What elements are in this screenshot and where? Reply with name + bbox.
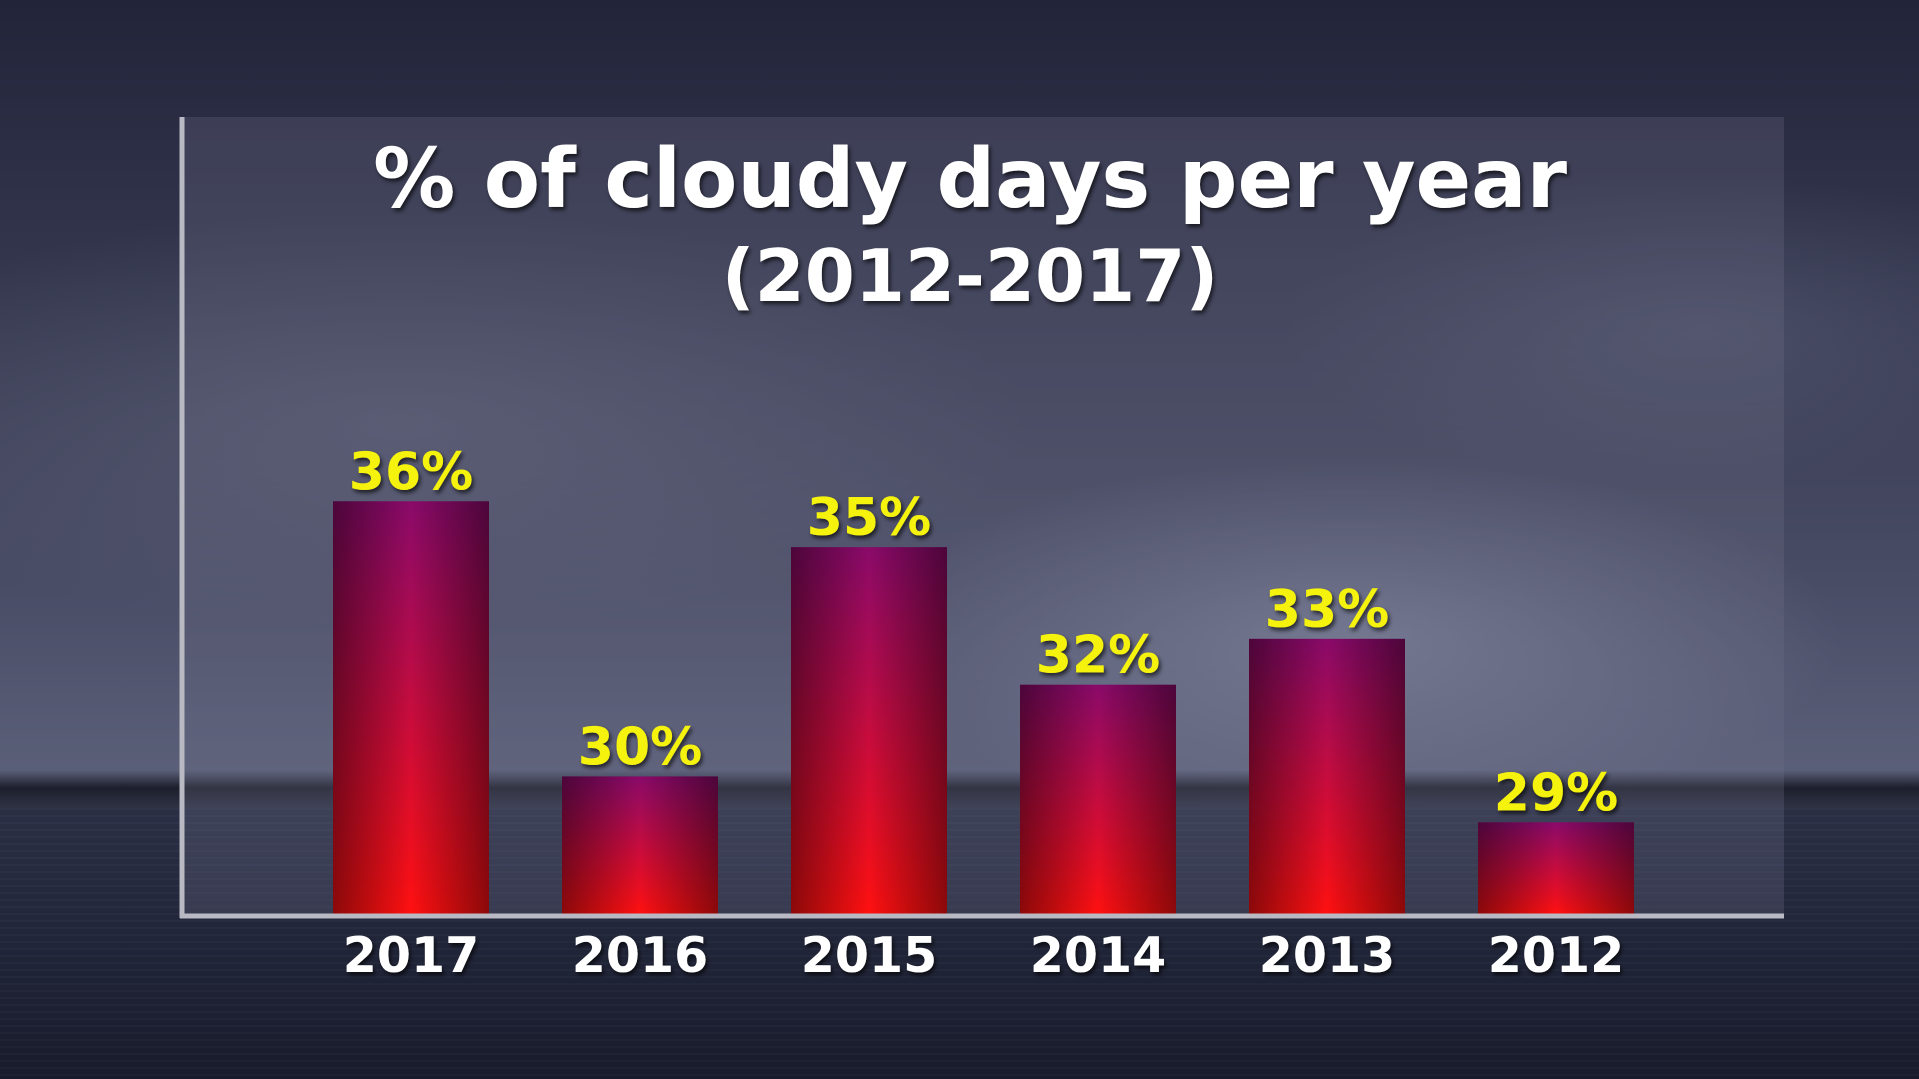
- category-label-2016: 2016: [572, 927, 708, 984]
- value-label-2017: 36%: [349, 442, 473, 502]
- bars-layer: [333, 501, 1634, 914]
- bar-shading-2012: [1478, 822, 1634, 914]
- value-label-2013: 33%: [1265, 580, 1389, 640]
- value-label-2016: 30%: [578, 717, 702, 777]
- chart-subtitle: (2012-2017): [722, 234, 1218, 318]
- category-label-2015: 2015: [801, 927, 937, 984]
- bar-shading-2014: [1020, 684, 1176, 914]
- category-label-2017: 2017: [343, 927, 479, 984]
- horizon-shore: [0, 770, 1919, 810]
- value-label-2015: 35%: [807, 488, 931, 548]
- value-label-2014: 32%: [1036, 626, 1160, 686]
- category-label-2012: 2012: [1488, 927, 1624, 984]
- value-labels-layer: 36% 30% 35% 32% 33% 29%: [349, 442, 1618, 823]
- bar-shading-2013: [1249, 638, 1405, 914]
- value-label-2012: 29%: [1494, 763, 1618, 823]
- chart-title: % of cloudy days per year: [373, 132, 1567, 227]
- bar-shading-2016: [562, 776, 718, 914]
- bar-shading-2017: [333, 501, 489, 914]
- category-labels-layer: 2017 2016 2015 2014 2013 2012: [343, 927, 1624, 984]
- category-label-2013: 2013: [1259, 927, 1395, 984]
- category-label-2014: 2014: [1030, 927, 1166, 984]
- bar-shading-2015: [791, 547, 947, 914]
